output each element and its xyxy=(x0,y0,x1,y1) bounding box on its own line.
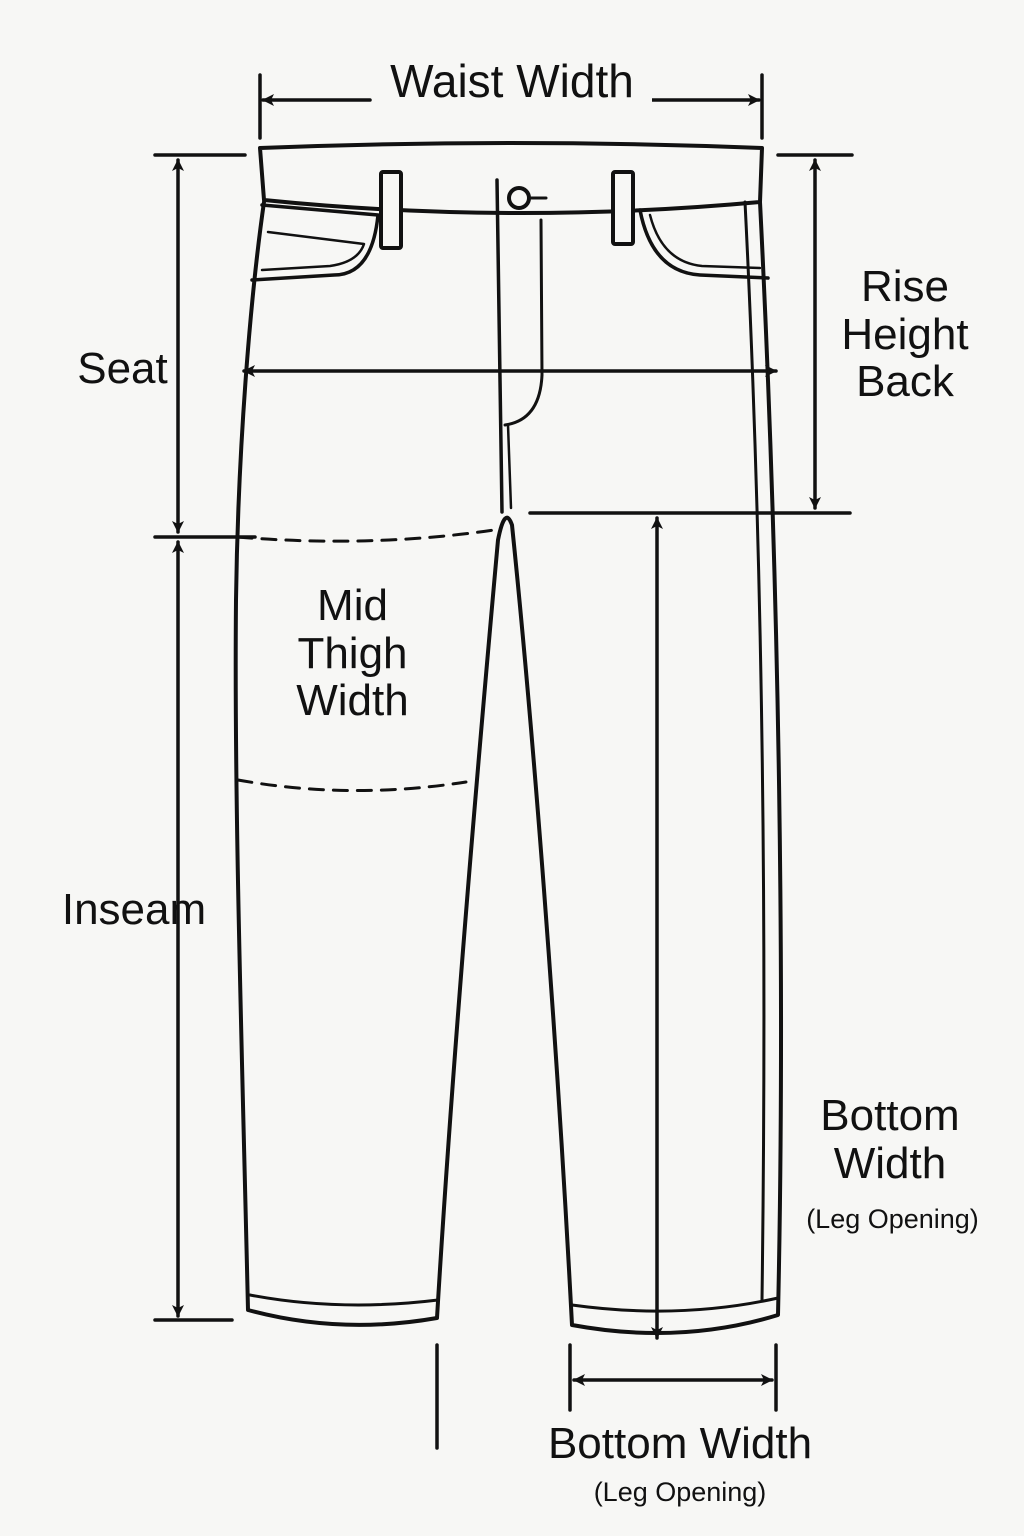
lower-thigh-dash xyxy=(236,778,468,792)
rise-height-back-label: Rise Height Back xyxy=(825,263,985,406)
pocket-left-inner xyxy=(260,230,366,272)
bottom-width-side-sub-label: (Leg Opening) xyxy=(806,1204,979,1234)
waist-width-label: Waist Width xyxy=(372,56,652,107)
upper-thigh-dash xyxy=(236,528,496,543)
seat-label: Seat xyxy=(77,344,168,393)
pants-outline xyxy=(233,200,783,1335)
inseam-label: Inseam xyxy=(61,885,207,934)
mid-thigh-label-line: Thigh xyxy=(297,628,408,678)
fly-left xyxy=(495,178,504,514)
pocket-right xyxy=(638,208,770,280)
left-hem xyxy=(248,1293,440,1307)
belt-loop-right xyxy=(611,170,635,246)
belt-loop-left xyxy=(379,170,403,250)
bottom-width-side-line: Width xyxy=(833,1138,947,1188)
rise-label-line: Back xyxy=(856,357,954,407)
side-seam xyxy=(743,200,766,1302)
rise-label-line: Rise xyxy=(860,262,950,311)
mid-thigh-label-line: Mid xyxy=(317,581,388,630)
bottom-width-sub-label: (Leg Opening) xyxy=(593,1477,767,1507)
rise-label-line: Height xyxy=(841,309,969,359)
mid-thigh-width-label: Mid Thigh Width xyxy=(270,582,435,725)
bottom-width-side-label: Bottom Width xyxy=(800,1092,980,1187)
bottom-width-side-line: Bottom xyxy=(820,1091,960,1140)
right-hem xyxy=(570,1296,780,1313)
pocket-left xyxy=(250,203,380,282)
fly-stitch xyxy=(503,218,544,427)
bottom-width-label: Bottom Width xyxy=(547,1419,813,1468)
mid-thigh-label-line: Width xyxy=(296,676,409,726)
pocket-right-inner xyxy=(648,213,762,270)
